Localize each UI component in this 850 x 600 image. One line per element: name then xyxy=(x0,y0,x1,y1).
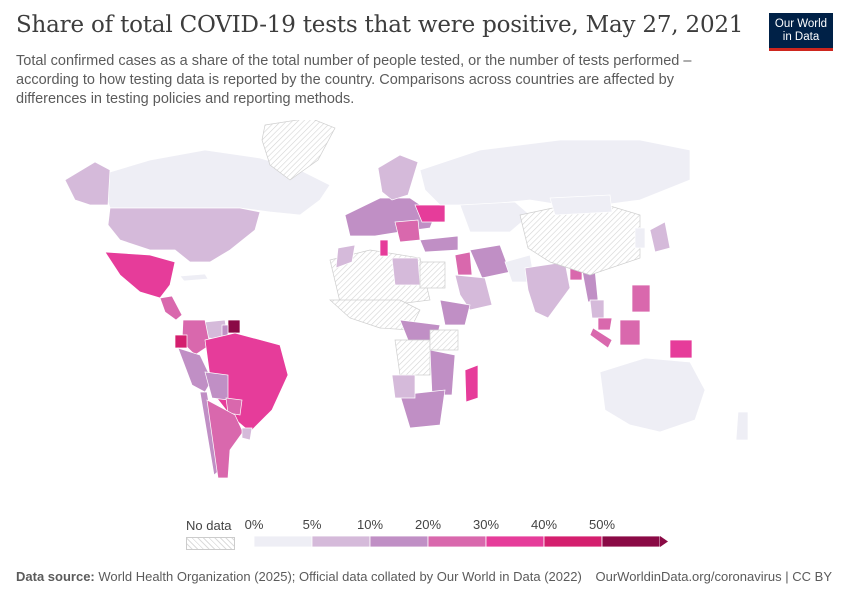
footer-link[interactable]: OurWorldinData.org/coronavirus | CC BY xyxy=(595,569,832,584)
region-korea[interactable] xyxy=(634,227,646,249)
legend-tick-label: 50% xyxy=(589,517,615,532)
legend-swatch-1[interactable] xyxy=(311,535,371,548)
logo-line-2: in Data xyxy=(782,31,820,43)
region-philippines[interactable] xyxy=(631,284,651,313)
region-southern-africa-east[interactable] xyxy=(429,349,456,396)
legend-swatch-0[interactable] xyxy=(253,535,313,548)
legend-swatch-4[interactable] xyxy=(485,535,545,548)
legend-swatch-2[interactable] xyxy=(369,535,429,548)
region-dr-congo[interactable] xyxy=(394,339,431,376)
region-uruguay[interactable] xyxy=(241,427,253,441)
region-south-africa[interactable] xyxy=(399,389,446,429)
region-madagascar[interactable] xyxy=(464,364,479,403)
region-australia[interactable] xyxy=(599,357,706,433)
region-paraguay[interactable] xyxy=(225,397,243,416)
legend-tick-label: 5% xyxy=(303,517,322,532)
legend-arrow-tip xyxy=(660,536,668,547)
footer-source: Data source: World Health Organization (… xyxy=(16,569,582,584)
region-iraq[interactable] xyxy=(454,251,473,276)
region-united-states[interactable] xyxy=(107,207,261,263)
region-papua-new-guinea[interactable] xyxy=(669,339,693,359)
region-greenland[interactable] xyxy=(261,120,336,181)
legend-tick-label: 20% xyxy=(415,517,441,532)
region-morocco[interactable] xyxy=(335,244,356,269)
legend-swatch-5[interactable] xyxy=(543,535,603,548)
color-legend: 0% 5% 10% 20% 30% 40% 50% xyxy=(245,517,668,548)
legend-tick-label: 30% xyxy=(473,517,499,532)
legend-tick-label: 0% xyxy=(245,517,264,532)
legend-swatch-3[interactable] xyxy=(427,535,487,548)
region-bolivia[interactable] xyxy=(204,371,229,401)
legend-no-data-swatch xyxy=(186,537,235,550)
region-russia[interactable] xyxy=(419,139,691,209)
legend-swatch-6[interactable] xyxy=(601,535,661,548)
owid-logo[interactable]: Our World in Data xyxy=(769,13,833,51)
region-borneo[interactable] xyxy=(619,319,641,346)
region-malaysia[interactable] xyxy=(597,317,613,331)
region-saudi-arabia[interactable] xyxy=(454,274,493,311)
region-japan[interactable] xyxy=(649,221,671,253)
region-cuba[interactable] xyxy=(179,273,209,282)
region-tunisia[interactable] xyxy=(379,239,389,257)
region-libya[interactable] xyxy=(391,257,421,286)
logo-line-1: Our World xyxy=(774,18,828,30)
region-balkans[interactable] xyxy=(394,219,421,243)
region-ecuador[interactable] xyxy=(174,334,188,349)
region-sumatra[interactable] xyxy=(589,327,613,349)
region-new-zealand[interactable] xyxy=(735,411,749,441)
legend-tick-label: 40% xyxy=(531,517,557,532)
region-mexico[interactable] xyxy=(104,251,176,299)
world-map xyxy=(64,120,749,479)
region-turkey[interactable] xyxy=(419,235,459,253)
region-suriname[interactable] xyxy=(227,319,241,334)
region-iran[interactable] xyxy=(469,244,511,279)
region-namibia[interactable] xyxy=(391,374,416,399)
legend-tick-label: 10% xyxy=(357,517,383,532)
region-mongolia[interactable] xyxy=(549,194,613,216)
region-kazakhstan[interactable] xyxy=(459,201,531,233)
region-india[interactable] xyxy=(524,261,571,319)
region-ethiopia[interactable] xyxy=(439,299,471,326)
region-brazil[interactable] xyxy=(204,332,289,433)
region-ukraine[interactable] xyxy=(414,204,446,223)
region-alaska-united-states-[interactable] xyxy=(64,161,111,206)
region-argentina[interactable] xyxy=(206,399,244,479)
legend-no-data-label: No data xyxy=(186,518,232,533)
chart-subtitle: Total confirmed cases as a share of the … xyxy=(16,53,692,107)
region-scandinavia[interactable] xyxy=(377,154,419,201)
region-thailand[interactable] xyxy=(589,299,605,319)
chart-title: Share of total COVID-19 tests that were … xyxy=(16,12,744,38)
region-tanzania[interactable] xyxy=(429,329,459,351)
region-egypt[interactable] xyxy=(419,261,446,289)
region-central-america[interactable] xyxy=(159,295,183,321)
source-text: World Health Organization (2025); Offici… xyxy=(98,569,582,584)
source-label: Data source: xyxy=(16,569,95,584)
